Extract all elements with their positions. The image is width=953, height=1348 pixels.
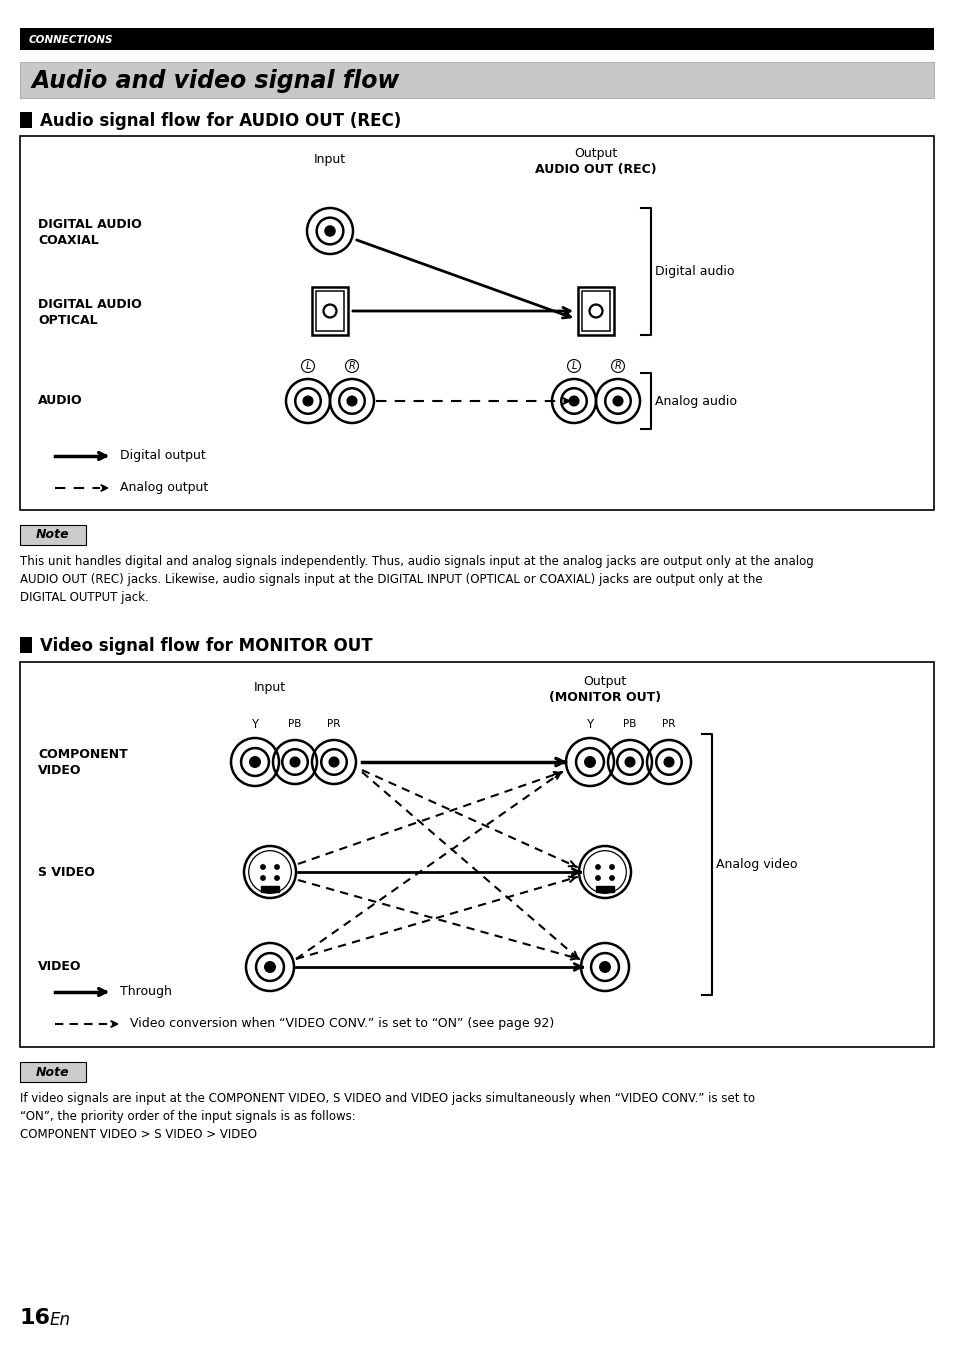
Bar <box>20 1062 86 1082</box>
Text: Output: Output <box>574 147 617 159</box>
Text: Audio and video signal flow: Audio and video signal flow <box>32 69 400 93</box>
Bar <box>20 28 933 50</box>
Circle shape <box>624 758 634 767</box>
Circle shape <box>609 876 614 880</box>
Text: Y: Y <box>252 717 258 731</box>
Circle shape <box>569 396 578 406</box>
Text: Analog video: Analog video <box>716 857 797 871</box>
Text: Digital output: Digital output <box>120 449 206 462</box>
Bar <box>315 291 344 332</box>
Circle shape <box>329 758 338 767</box>
Text: VIDEO: VIDEO <box>38 961 81 973</box>
Circle shape <box>596 876 599 880</box>
Text: Note: Note <box>36 528 70 542</box>
Bar <box>20 524 86 545</box>
Text: Analog output: Analog output <box>120 481 208 495</box>
Bar <box>578 287 614 336</box>
Circle shape <box>584 756 595 767</box>
Bar <box>581 291 609 332</box>
Text: PB: PB <box>288 718 301 729</box>
Text: CONNECTIONS: CONNECTIONS <box>29 35 113 44</box>
Bar <box>312 287 348 336</box>
Text: 16: 16 <box>20 1308 51 1328</box>
Text: COAXIAL: COAXIAL <box>38 233 99 247</box>
Bar <box>20 638 32 652</box>
Text: L: L <box>305 361 311 371</box>
Circle shape <box>325 226 335 236</box>
Text: AUDIO OUT (REC): AUDIO OUT (REC) <box>535 163 656 175</box>
Circle shape <box>599 961 610 972</box>
Circle shape <box>347 396 356 406</box>
Bar <box>20 112 32 128</box>
Circle shape <box>303 396 313 406</box>
Text: This unit handles digital and analog signals independently. Thus, audio signals : This unit handles digital and analog sig… <box>20 555 813 604</box>
Text: Note: Note <box>36 1065 70 1078</box>
Text: R: R <box>348 361 355 371</box>
Bar <box>20 662 933 1047</box>
Text: S VIDEO: S VIDEO <box>38 865 94 879</box>
Text: R: R <box>614 361 620 371</box>
Text: Through: Through <box>120 985 172 999</box>
Text: Analog audio: Analog audio <box>655 395 737 407</box>
Text: Video conversion when “VIDEO CONV.” is set to “ON” (see page 92): Video conversion when “VIDEO CONV.” is s… <box>130 1018 554 1030</box>
Circle shape <box>274 876 279 880</box>
Circle shape <box>663 758 673 767</box>
Text: Y: Y <box>586 717 593 731</box>
Text: En: En <box>50 1312 71 1329</box>
Circle shape <box>274 865 279 869</box>
Text: If video signals are input at the COMPONENT VIDEO, S VIDEO and VIDEO jacks simul: If video signals are input at the COMPON… <box>20 1092 755 1140</box>
Circle shape <box>613 396 622 406</box>
Circle shape <box>250 756 260 767</box>
Bar <box>20 62 933 98</box>
Text: VIDEO: VIDEO <box>38 764 81 778</box>
Circle shape <box>596 865 599 869</box>
Circle shape <box>260 876 265 880</box>
Bar <box>261 886 278 891</box>
Text: COMPONENT: COMPONENT <box>38 748 128 760</box>
Circle shape <box>609 865 614 869</box>
Text: PR: PR <box>661 718 675 729</box>
Circle shape <box>264 961 275 972</box>
Text: Video signal flow for MONITOR OUT: Video signal flow for MONITOR OUT <box>40 638 373 655</box>
Text: (MONITOR OUT): (MONITOR OUT) <box>548 690 660 704</box>
Text: PR: PR <box>327 718 340 729</box>
Text: PB: PB <box>622 718 636 729</box>
Text: OPTICAL: OPTICAL <box>38 314 97 326</box>
Circle shape <box>260 865 265 869</box>
Text: Input: Input <box>314 154 346 167</box>
Text: AUDIO: AUDIO <box>38 395 83 407</box>
Bar <box>596 886 614 891</box>
Text: Audio signal flow for AUDIO OUT (REC): Audio signal flow for AUDIO OUT (REC) <box>40 112 401 129</box>
Text: Output: Output <box>583 674 626 687</box>
Bar <box>20 136 933 510</box>
Text: DIGITAL AUDIO: DIGITAL AUDIO <box>38 298 142 310</box>
Text: L: L <box>571 361 576 371</box>
Circle shape <box>290 758 299 767</box>
Text: DIGITAL AUDIO: DIGITAL AUDIO <box>38 217 142 231</box>
Text: Digital audio: Digital audio <box>655 266 734 278</box>
Text: Input: Input <box>253 682 286 694</box>
